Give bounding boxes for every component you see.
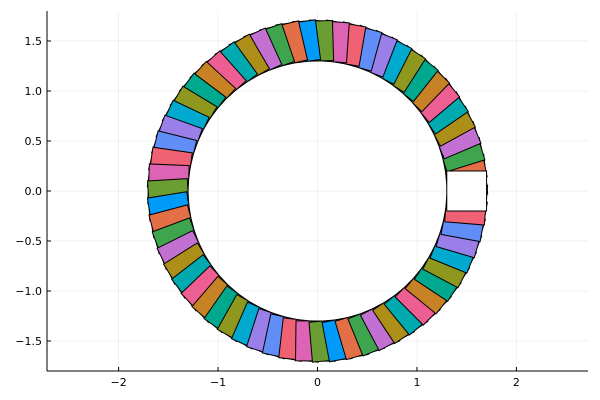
y-tick-label: 0.5 [25,135,43,148]
x-tick-label: −2 [110,376,126,389]
square-markers [146,19,489,363]
x-tick-label: 0 [314,376,321,389]
y-tick-label: −1.0 [15,285,42,298]
y-tick-label: 0.0 [25,185,43,198]
y-tick-label: 1.0 [25,85,43,98]
square-marker [446,170,488,212]
x-tick-label: 1 [413,376,420,389]
axes: −2 −1 0 1 2 −1.5 −1.0 −0.5 0.0 0.5 1.0 1.5 [15,11,588,389]
y-tick-label: 1.5 [25,35,43,48]
grid [47,11,588,371]
y-tick-label: −1.5 [15,335,42,348]
y-tick-label: −0.5 [15,235,42,248]
x-tick-label: −1 [210,376,226,389]
x-tick-label: 2 [513,376,520,389]
